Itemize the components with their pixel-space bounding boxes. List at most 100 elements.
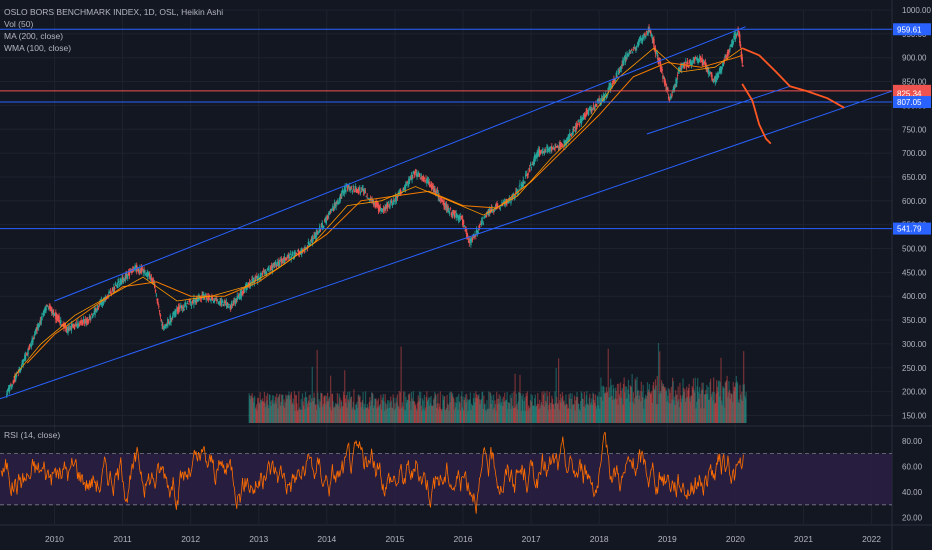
candle-body [262,271,265,273]
candle-body [59,321,61,324]
candle-body [218,303,220,304]
volume-bar [333,408,335,423]
candle-body [579,118,582,122]
volume-bar [637,389,639,423]
volume-bar [324,394,326,423]
legend-vol[interactable]: Vol (50) [4,19,34,29]
volume-bar [546,396,549,423]
price-level-tag [893,96,931,109]
volume-bar [739,384,741,423]
candle-body [91,315,94,318]
volume-bar [290,392,293,423]
candle-body [25,353,28,355]
volume-bar [268,394,270,423]
candle-body [176,307,179,313]
candle-body [238,294,241,300]
volume-bar [445,407,448,423]
volume-bar [475,391,477,423]
volume-bar [663,386,665,423]
volume-bar [612,384,614,423]
volume-bar [293,404,295,423]
candle-body [719,66,721,73]
candle-body [296,249,299,251]
candle-body [420,173,422,176]
volume-bar [380,394,382,423]
candle-body [523,181,525,184]
candle-body [657,58,659,62]
volume-bar [738,399,740,423]
volume-bar [485,409,487,423]
candle-body [705,64,707,71]
volume-bar [702,389,704,423]
volume-bar [645,394,647,423]
candle-body [646,34,649,36]
candle-body [480,220,483,226]
volume-bar [416,410,418,423]
candle-body [264,271,266,274]
candle-body [714,75,716,83]
volume-bar [434,391,436,423]
candle-body [121,278,123,282]
candle-body [280,258,283,263]
volume-bar [326,401,328,423]
candle-body [462,218,464,225]
candle-body [410,175,412,177]
volume-bar [459,410,462,423]
volume-bar [406,399,408,423]
candle-body [717,73,720,78]
legend-wma[interactable]: WMA (100, close) [4,43,72,53]
candle-body [240,290,243,298]
volume-bar [313,392,315,423]
candle-body [526,173,529,177]
legend-ma[interactable]: MA (200, close) [4,31,64,41]
volume-bar [287,395,289,423]
volume-bar [646,396,648,423]
volume-bar [384,394,386,423]
candle-body [43,308,46,313]
volume-bar [284,402,286,423]
volume-bar [486,400,488,423]
candle-body [607,87,609,93]
candle-body [128,271,131,276]
volume-bar [725,380,728,423]
volume-bar [526,391,528,423]
volume-bar [262,398,264,423]
candle-body [392,199,394,202]
volume-bar [321,393,323,423]
volume-bar [334,407,336,423]
volume-bar [632,392,634,423]
candle-body [390,202,392,203]
volume-bar [635,380,637,423]
candle-body [180,305,182,307]
volume-bar [602,400,604,423]
volume-bar [682,378,684,423]
volume-bar [318,399,320,423]
candle-body [24,354,27,360]
candle-body [234,300,237,305]
candle-body [545,150,547,152]
candle-body [167,319,169,327]
candle-body [596,99,599,102]
candle-body [704,62,707,67]
candle-body [687,66,689,67]
candle-body [344,186,346,192]
candle-body [291,254,293,257]
volume-bar [577,403,579,423]
rsi-line [0,432,744,514]
candle-body [660,66,663,72]
volume-bar [674,404,676,423]
volume-bar [698,399,700,423]
rsi-legend[interactable]: RSI (14, close) [4,430,61,440]
volume-bar [440,410,443,423]
candle-body [241,293,243,295]
volume-bar [546,391,548,423]
candle-body [83,322,86,324]
candle-body [207,298,209,300]
candle-body [114,283,117,285]
volume-bar [255,404,258,423]
volume-bar [719,396,721,423]
candle-body [248,282,251,288]
volume-bar [743,351,745,423]
volume-bar [461,407,463,423]
